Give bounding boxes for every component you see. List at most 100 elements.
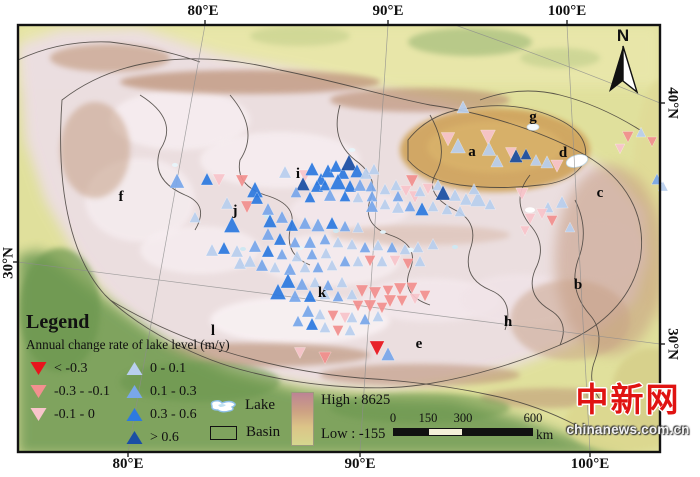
lake-marker: [273, 232, 287, 246]
lake-marker: [220, 196, 234, 210]
lake-marker: [390, 178, 402, 191]
lake-marker: [622, 131, 634, 144]
lake-marker: [379, 197, 391, 210]
legend: Legend Annual change rate of lake level …: [26, 311, 256, 449]
lake-marker: [450, 137, 466, 154]
lake-marker: [339, 189, 351, 202]
lake-marker: [243, 254, 257, 268]
graticule: [18, 25, 660, 452]
coordinate-label: 30°N: [664, 328, 681, 360]
basin-label: Basin: [246, 424, 281, 440]
lake-marker: [352, 190, 364, 203]
lake-marker: [468, 182, 480, 195]
lake-marker: [230, 244, 244, 258]
legend-negative-classes: < -0.3 -0.3 - -0.1 -0.1 - 0: [30, 357, 126, 449]
legend-class-label: 0 - 0.1: [150, 360, 187, 376]
lake-marker: [412, 240, 424, 253]
region-letter: l: [211, 323, 215, 339]
lake-marker: [368, 286, 382, 300]
lake-marker: [295, 277, 309, 291]
region-letter: i: [296, 166, 300, 182]
lake-marker: [484, 197, 496, 210]
lake-marker: [278, 165, 292, 179]
lake-marker: [614, 143, 626, 155]
lake-marker: [291, 249, 303, 262]
scale-bar-tick-label: 600: [523, 411, 543, 425]
lake-marker: [323, 188, 337, 202]
lake-marker: [352, 300, 364, 313]
lake-marker: [365, 199, 379, 213]
lake-marker: [189, 210, 201, 223]
lake-marker: [393, 282, 407, 296]
lake-marker: [346, 287, 358, 300]
lake-marker: [427, 199, 439, 212]
map-frame: [16, 23, 662, 454]
legend-class-item: 0.1 - 0.3: [126, 380, 230, 403]
scale-bar-tick-label: 150: [418, 411, 438, 425]
lake-marker: [530, 153, 542, 166]
lake-marker: [269, 260, 281, 273]
legend-subtitle: Annual change rate of lake level (m/y): [26, 337, 230, 352]
scale-bar-tick-label: 300: [453, 411, 473, 425]
lake-marker: [250, 191, 264, 205]
lake-marker: [319, 178, 331, 191]
legend-class-item: -0.1 - 0: [30, 403, 126, 426]
watermark-logo: 中新网: [575, 383, 681, 419]
lake-marker: [402, 258, 414, 271]
lake-marker: [301, 304, 315, 318]
lake-marker: [555, 195, 569, 209]
lake-marker: [550, 159, 564, 173]
lake-marker: [490, 154, 504, 168]
lake-marker: [336, 275, 348, 288]
region-letters: a b c d e f g h i j k l: [119, 109, 604, 352]
lake-marker: [440, 132, 456, 147]
region-letter: a: [468, 144, 476, 160]
lake-marker: [303, 235, 317, 249]
lake-marker: [309, 275, 321, 288]
lake-marker: [376, 254, 388, 267]
legend-class-item: > 0.6: [126, 426, 230, 449]
lake-marker: [414, 254, 426, 267]
lake-marker: [280, 272, 296, 289]
up-triangle-icon: [126, 431, 143, 444]
up-triangle-icon: [126, 362, 143, 375]
watermark-url: chinanews.com.cn: [566, 422, 690, 437]
lake-marker: [409, 293, 421, 306]
lake-marker: [414, 184, 426, 197]
coordinate-label: 90°E: [344, 456, 376, 472]
scale-bar-segment: [393, 428, 428, 436]
lake-marker: [441, 202, 453, 215]
lake-marker: [339, 312, 351, 325]
legend-class-label: < -0.3: [54, 360, 88, 376]
lake-marker: [380, 346, 396, 361]
legend-basin-item: Basin: [210, 424, 280, 441]
lake-marker: [564, 221, 576, 233]
lake-marker: [326, 258, 338, 271]
lake-marker: [306, 247, 318, 260]
watermark: 中新网 chinanews.com.cn: [556, 383, 700, 437]
lake-marker: [389, 255, 401, 268]
lake-marker: [339, 254, 351, 267]
lake-marker: [290, 185, 302, 198]
lake-marker: [386, 240, 398, 253]
lake-marker: [520, 147, 532, 160]
scale-bar-unit: km: [536, 427, 554, 442]
lake-marker: [327, 310, 339, 323]
legend-title: Legend: [26, 311, 90, 333]
lake-marker: [352, 220, 364, 233]
legend-class-label: > 0.6: [150, 429, 179, 445]
lake-marker: [359, 312, 371, 325]
lake-marker: [635, 126, 647, 138]
lake-marker: [169, 172, 185, 189]
lake-marker: [422, 183, 434, 196]
lake-marker: [304, 190, 316, 203]
lake-marker: [459, 192, 473, 206]
lake-marker: [255, 258, 269, 272]
lake-marker: [332, 325, 344, 338]
lake-marker: [382, 285, 394, 298]
lake-marker: [262, 213, 278, 228]
legend-class-item: 0.3 - 0.6: [126, 403, 230, 426]
region-letter: c: [597, 185, 604, 201]
